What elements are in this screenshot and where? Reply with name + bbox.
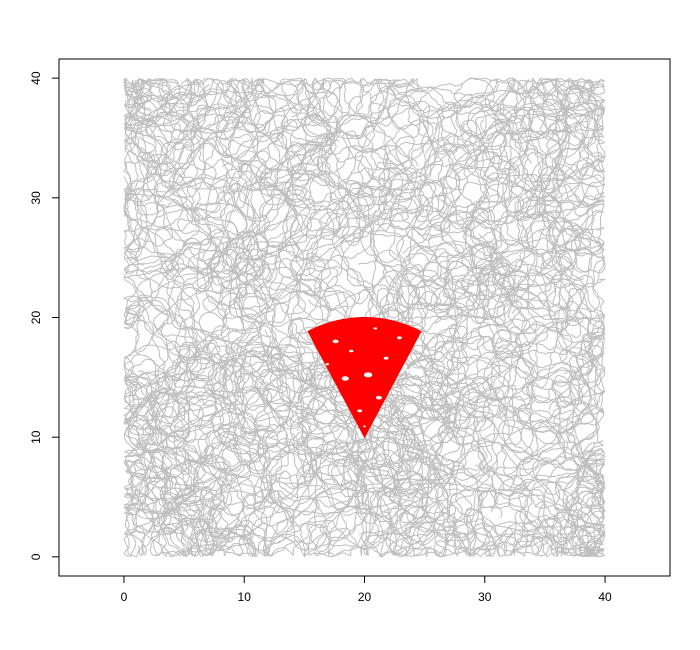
walk-path: [470, 242, 590, 418]
walk-path: [159, 78, 490, 263]
x-axis: 0 10 20 30 40: [121, 575, 612, 604]
sector-hole: [397, 336, 402, 340]
walk-path: [289, 78, 520, 309]
walk-path: [372, 79, 548, 208]
walk-path: [149, 430, 252, 557]
y-tick-label: 10: [29, 430, 43, 444]
x-tick-label: 10: [238, 590, 252, 604]
walk-path: [242, 295, 546, 557]
x-tick-label: 30: [478, 590, 492, 604]
y-tick-label: 30: [29, 191, 43, 205]
walk-path: [152, 221, 327, 528]
y-tick-label: 20: [29, 311, 43, 325]
walk-path: [166, 78, 326, 357]
walk-path: [124, 77, 322, 219]
walk-path: [260, 79, 606, 318]
walk-path: [123, 339, 221, 501]
walk-path: [357, 260, 534, 557]
sector-hole: [349, 349, 354, 353]
y-tick-label: 40: [29, 71, 43, 85]
walk-path: [124, 161, 271, 353]
sector-hole: [373, 327, 378, 330]
walk-path: [192, 369, 446, 557]
walk-path: [124, 363, 416, 493]
walk-path: [372, 318, 606, 558]
sector-hole: [332, 339, 339, 344]
walk-path: [168, 344, 423, 558]
walk-path: [352, 269, 510, 520]
walk-path: [362, 77, 598, 254]
walk-path: [186, 77, 370, 279]
sector-hole: [363, 425, 366, 428]
sector-hole: [363, 372, 373, 378]
walk-path: [124, 316, 269, 557]
x-tick-label: 20: [358, 590, 372, 604]
walk-path: [124, 341, 337, 473]
walk-path: [359, 391, 606, 536]
walk-path: [124, 78, 331, 213]
x-tick-label: 40: [598, 590, 612, 604]
walk-path: [464, 77, 605, 318]
y-tick-label: 0: [29, 553, 43, 560]
walk-path: [471, 91, 605, 246]
walk-path: [398, 346, 606, 556]
walk-path: [452, 454, 606, 557]
walk-path: [166, 471, 497, 558]
walk-path: [379, 341, 604, 557]
walk-path: [222, 77, 548, 230]
walk-path: [210, 439, 401, 557]
walk-path: [478, 410, 606, 557]
walk-path: [141, 334, 303, 539]
walk-path: [262, 457, 605, 557]
sector-hole: [341, 376, 349, 381]
sector-hole: [405, 368, 410, 372]
walk-path: [174, 109, 398, 364]
random-walk-paths: [123, 77, 606, 558]
walk-path: [259, 78, 533, 290]
walk-path: [282, 143, 539, 391]
sector-hole: [383, 356, 389, 360]
walk-path: [123, 348, 353, 527]
walk-path: [278, 164, 605, 393]
x-tick-label: 0: [121, 590, 128, 604]
walk-path: [123, 386, 424, 535]
walk-path: [245, 266, 375, 558]
red-sector-region: [307, 316, 422, 439]
sector-hole: [375, 395, 382, 400]
walk-path: [331, 410, 606, 558]
sector-hole: [357, 409, 363, 413]
walk-path: [123, 94, 268, 367]
walk-path: [123, 398, 368, 558]
sector-hole: [325, 363, 330, 366]
sector-fill: [307, 316, 422, 439]
walk-path: [350, 387, 567, 558]
walk-path: [489, 78, 606, 314]
walk-path: [304, 77, 487, 223]
walk-path: [145, 78, 419, 201]
y-axis: 0 10 20 30 40: [29, 71, 60, 560]
walk-path: [153, 210, 604, 364]
walk-path: [478, 184, 606, 387]
